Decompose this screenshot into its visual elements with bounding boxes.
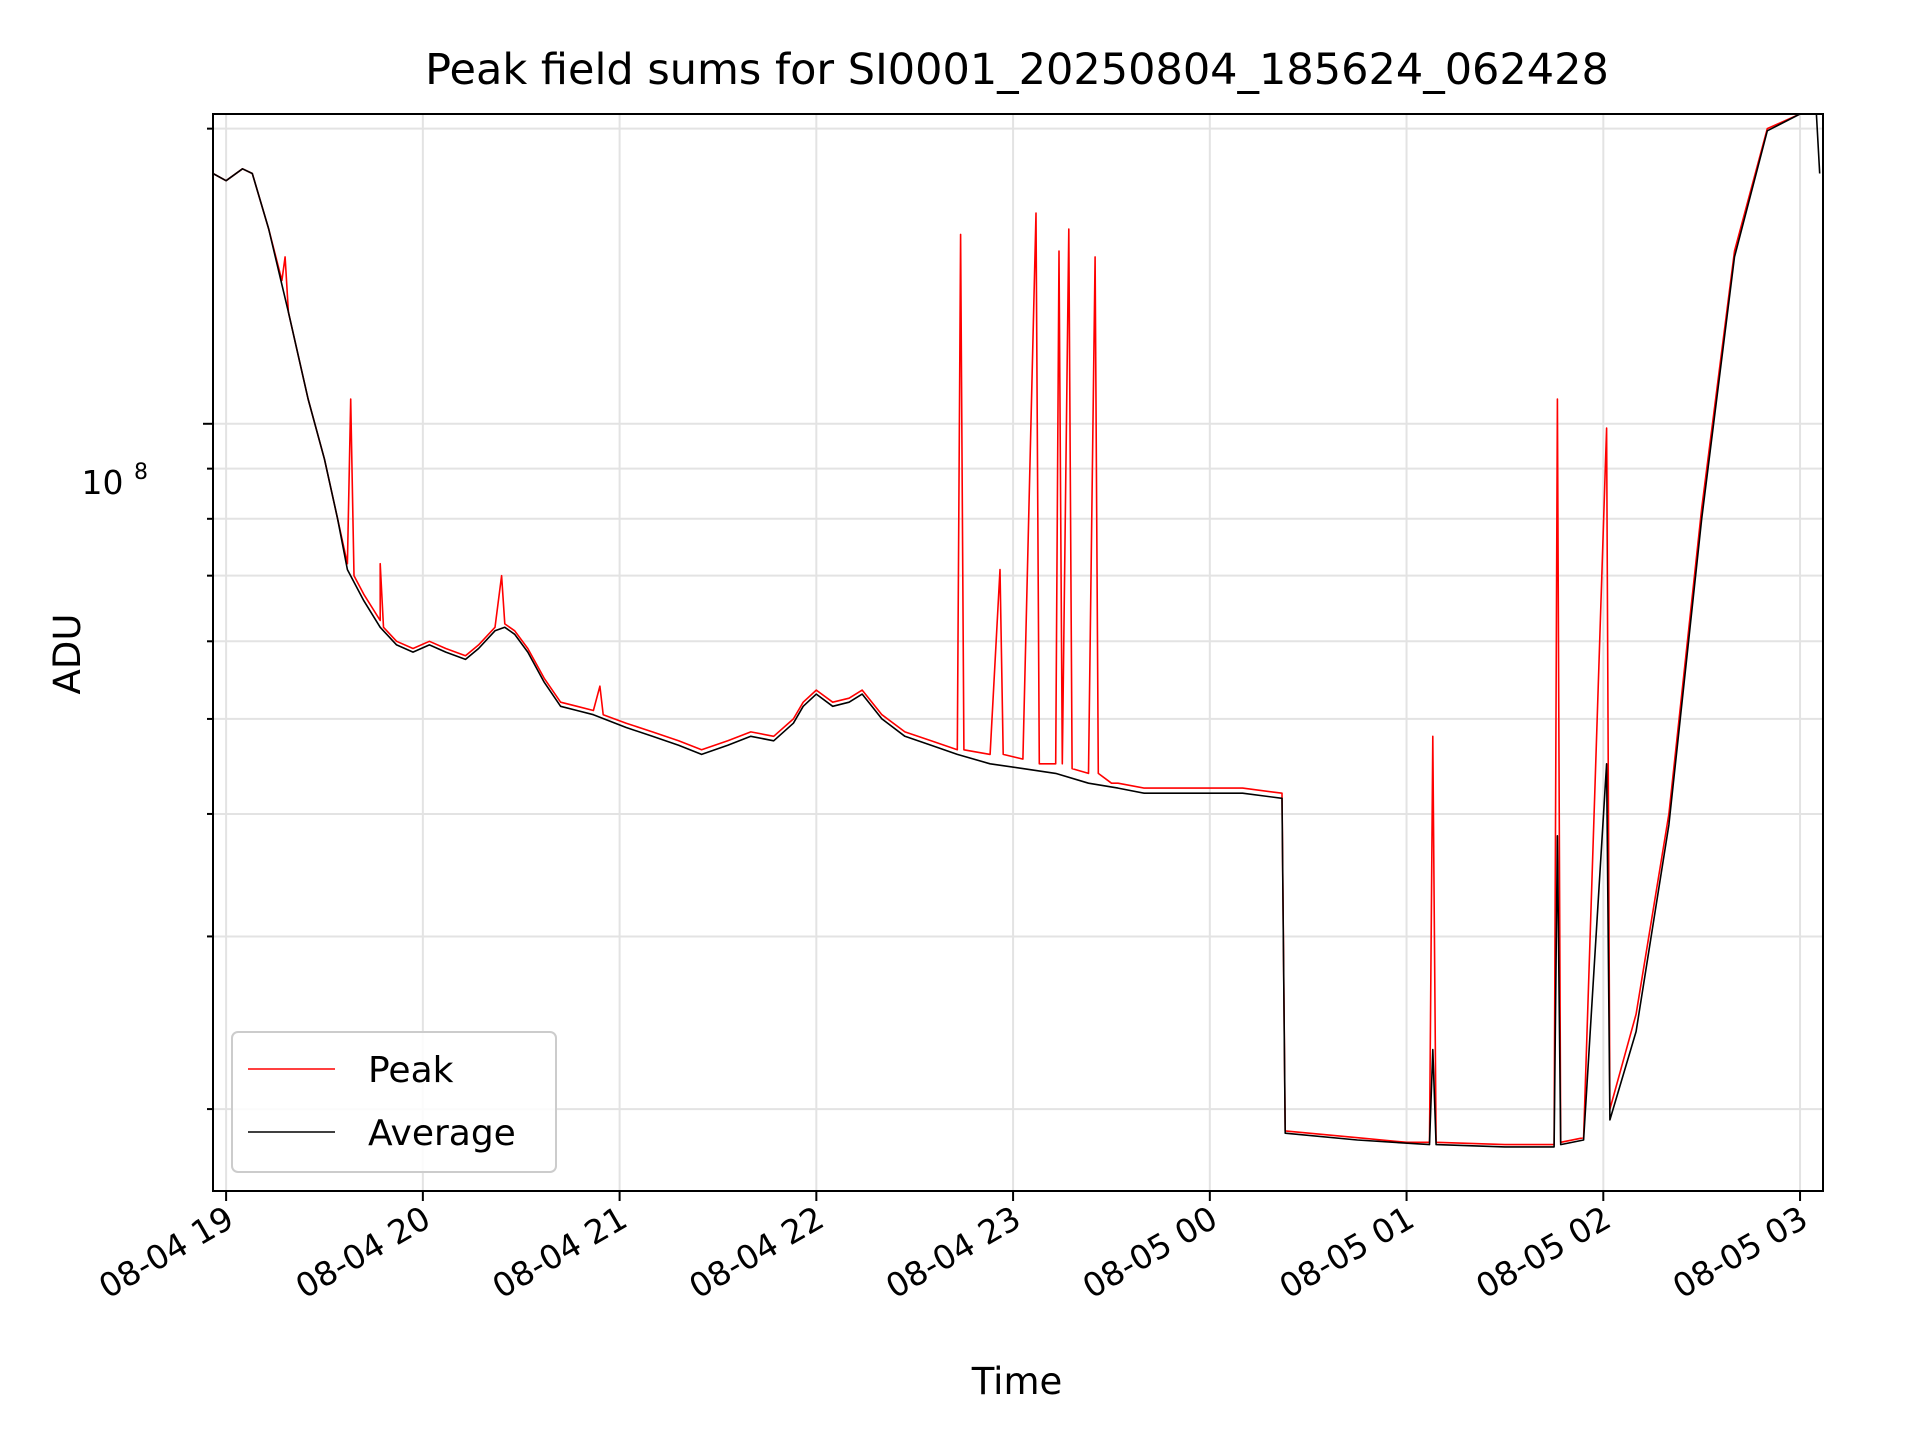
series-lines <box>212 113 1821 1148</box>
grid-lines <box>213 114 1823 1191</box>
y-tick-exponent: 8 <box>134 460 148 485</box>
legend-label-peak: Peak <box>368 1050 454 1091</box>
y-tick-label-1e8: 10 8 <box>82 460 149 502</box>
legend-label-average: Average <box>368 1113 516 1154</box>
y-axis-label: ADU <box>46 614 89 695</box>
legend: Peak Average <box>231 1031 557 1173</box>
svg-text:10 8: 10 8 <box>82 460 149 502</box>
legend-box <box>231 1031 557 1173</box>
plot-frame <box>212 113 1824 1192</box>
series-line-average <box>212 113 1821 1148</box>
y-tick-base: 10 <box>82 463 124 502</box>
x-axis-label: Time <box>971 1360 1063 1403</box>
chart-title: Peak field sums for SI0001_20250804_1856… <box>425 45 1609 95</box>
series-line-peak <box>212 113 1817 1146</box>
